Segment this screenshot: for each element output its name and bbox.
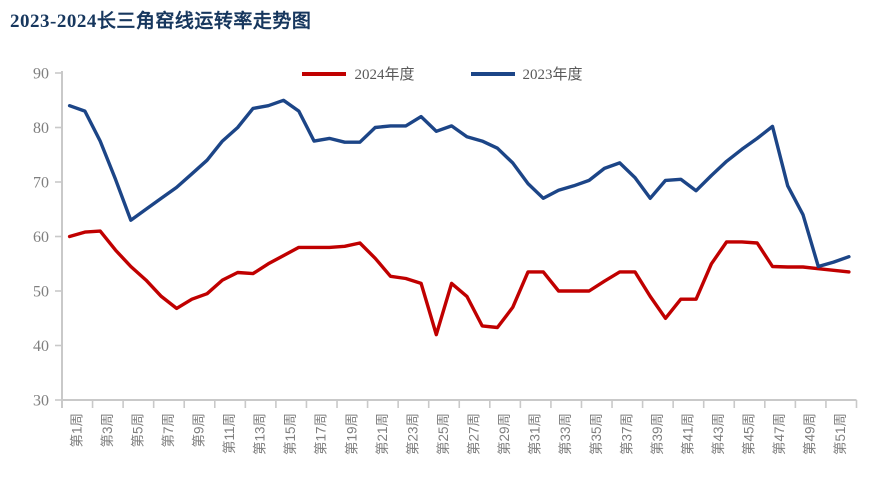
chart-legend: 2024年度 2023年度 [0,63,885,84]
x-axis-tick-label: 第7周 [160,413,176,448]
x-axis-tick-label: 第11周 [221,413,237,454]
x-axis-tick-label: 第3周 [99,413,115,448]
y-axis-tick-label: 30 [33,393,49,410]
x-axis-tick-label: 第45周 [741,413,757,455]
x-axis-tick-label: 第47周 [771,413,787,455]
x-axis-tick-label: 第15周 [282,413,298,455]
x-axis-tick-label: 第35周 [588,413,604,455]
x-axis-tick-label: 第37周 [618,413,634,455]
x-axis-tick-label: 第27周 [466,413,482,455]
legend-item-2024: 2024年度 [302,63,415,84]
x-axis-tick-label: 第23周 [404,413,420,455]
chart-title: 2023-2024长三角窑线运转率走势图 [10,11,312,32]
x-axis-tick-label: 第5周 [129,413,145,448]
y-axis-tick-label: 90 [33,66,49,83]
legend-label-2024: 2024年度 [354,67,415,83]
x-axis-tick-label: 第51周 [832,413,848,455]
y-axis-tick-label: 70 [33,175,49,192]
y-axis-tick-label: 60 [33,229,49,246]
x-axis-tick-label: 第25周 [435,413,451,455]
series-line-2024 [67,229,851,337]
series-line-2023 [67,98,851,269]
x-axis-tick-label: 第39周 [649,413,665,455]
x-axis-tick-label: 第1周 [68,413,84,448]
legend-label-2023: 2023年度 [522,67,583,83]
x-axis-tick-label: 第19周 [343,413,359,455]
legend-line-blue-icon [470,71,515,76]
legend-line-red-icon [302,71,347,76]
x-axis-tick-label: 第41周 [679,413,695,455]
x-axis-tick-label: 第9周 [191,413,207,448]
y-axis-tick-label: 40 [33,338,49,355]
x-axis-tick-label: 第49周 [802,413,818,455]
x-axis-tick-label: 第29周 [496,413,512,455]
x-axis-tick-label: 第13周 [252,413,268,455]
y-axis-tick-label: 50 [33,284,49,301]
x-axis-tick-label: 第33周 [557,413,573,455]
legend-item-2023: 2023年度 [470,63,583,84]
x-axis-tick-label: 第43周 [710,413,726,455]
y-axis-tick-label: 80 [33,120,49,137]
x-axis-tick-label: 第21周 [374,413,390,455]
x-axis-tick-label: 第31周 [527,413,543,455]
x-axis-tick-label: 第17周 [313,413,329,455]
